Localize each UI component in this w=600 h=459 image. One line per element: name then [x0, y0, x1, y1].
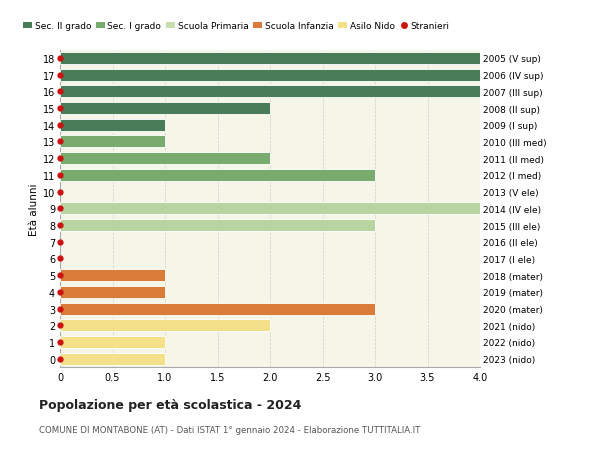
- Bar: [60, 86, 480, 98]
- Bar: [60, 103, 270, 115]
- Bar: [60, 353, 165, 365]
- Bar: [60, 53, 480, 65]
- Bar: [60, 286, 165, 298]
- Bar: [60, 303, 375, 315]
- Bar: [60, 169, 375, 181]
- Legend: Sec. II grado, Sec. I grado, Scuola Primaria, Scuola Infanzia, Asilo Nido, Stran: Sec. II grado, Sec. I grado, Scuola Prim…: [19, 18, 454, 35]
- Bar: [60, 319, 270, 331]
- Bar: [60, 119, 165, 131]
- Bar: [60, 219, 375, 231]
- Bar: [60, 203, 480, 215]
- Bar: [60, 336, 165, 348]
- Bar: [60, 136, 165, 148]
- Text: COMUNE DI MONTABONE (AT) - Dati ISTAT 1° gennaio 2024 - Elaborazione TUTTITALIA.: COMUNE DI MONTABONE (AT) - Dati ISTAT 1°…: [39, 425, 421, 434]
- Bar: [60, 153, 270, 165]
- Text: Popolazione per età scolastica - 2024: Popolazione per età scolastica - 2024: [39, 398, 301, 411]
- Bar: [60, 69, 480, 82]
- Y-axis label: Età alunni: Età alunni: [29, 183, 38, 235]
- Bar: [60, 269, 165, 281]
